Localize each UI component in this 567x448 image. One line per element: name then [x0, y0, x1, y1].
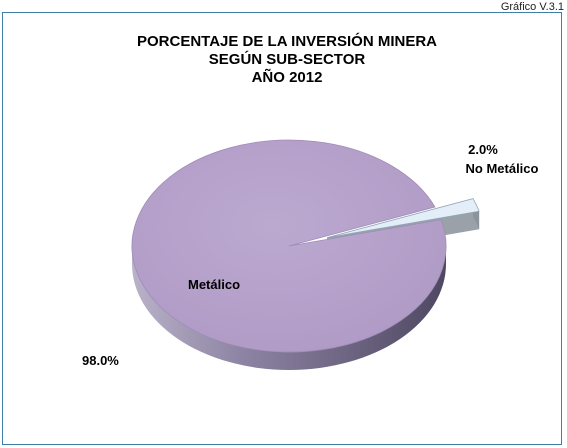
slice-label-no-metalico: No Metálico — [466, 161, 539, 176]
chart-title-line: SEGÚN SUB-SECTOR — [209, 50, 366, 68]
pie-slice-metalico — [131, 139, 447, 353]
chart-title-line: AÑO 2012 — [252, 68, 323, 86]
figure-caption: Gráfico V.3.1 — [500, 1, 564, 13]
slice-value-no-metalico: 2.0% — [468, 142, 498, 157]
slice-value-metalico: 98.0% — [82, 353, 119, 368]
slice-label-metalico: Metálico — [188, 277, 240, 292]
pie-top-group — [131, 139, 480, 353]
chart-title-line: PORCENTAJE DE LA INVERSIÓN MINERA — [137, 32, 437, 50]
pie-slice-no-metalico — [326, 198, 480, 238]
pie-side-metalico — [132, 246, 446, 370]
chart-title: PORCENTAJE DE LA INVERSIÓN MINERA SEGÚN … — [137, 32, 437, 86]
